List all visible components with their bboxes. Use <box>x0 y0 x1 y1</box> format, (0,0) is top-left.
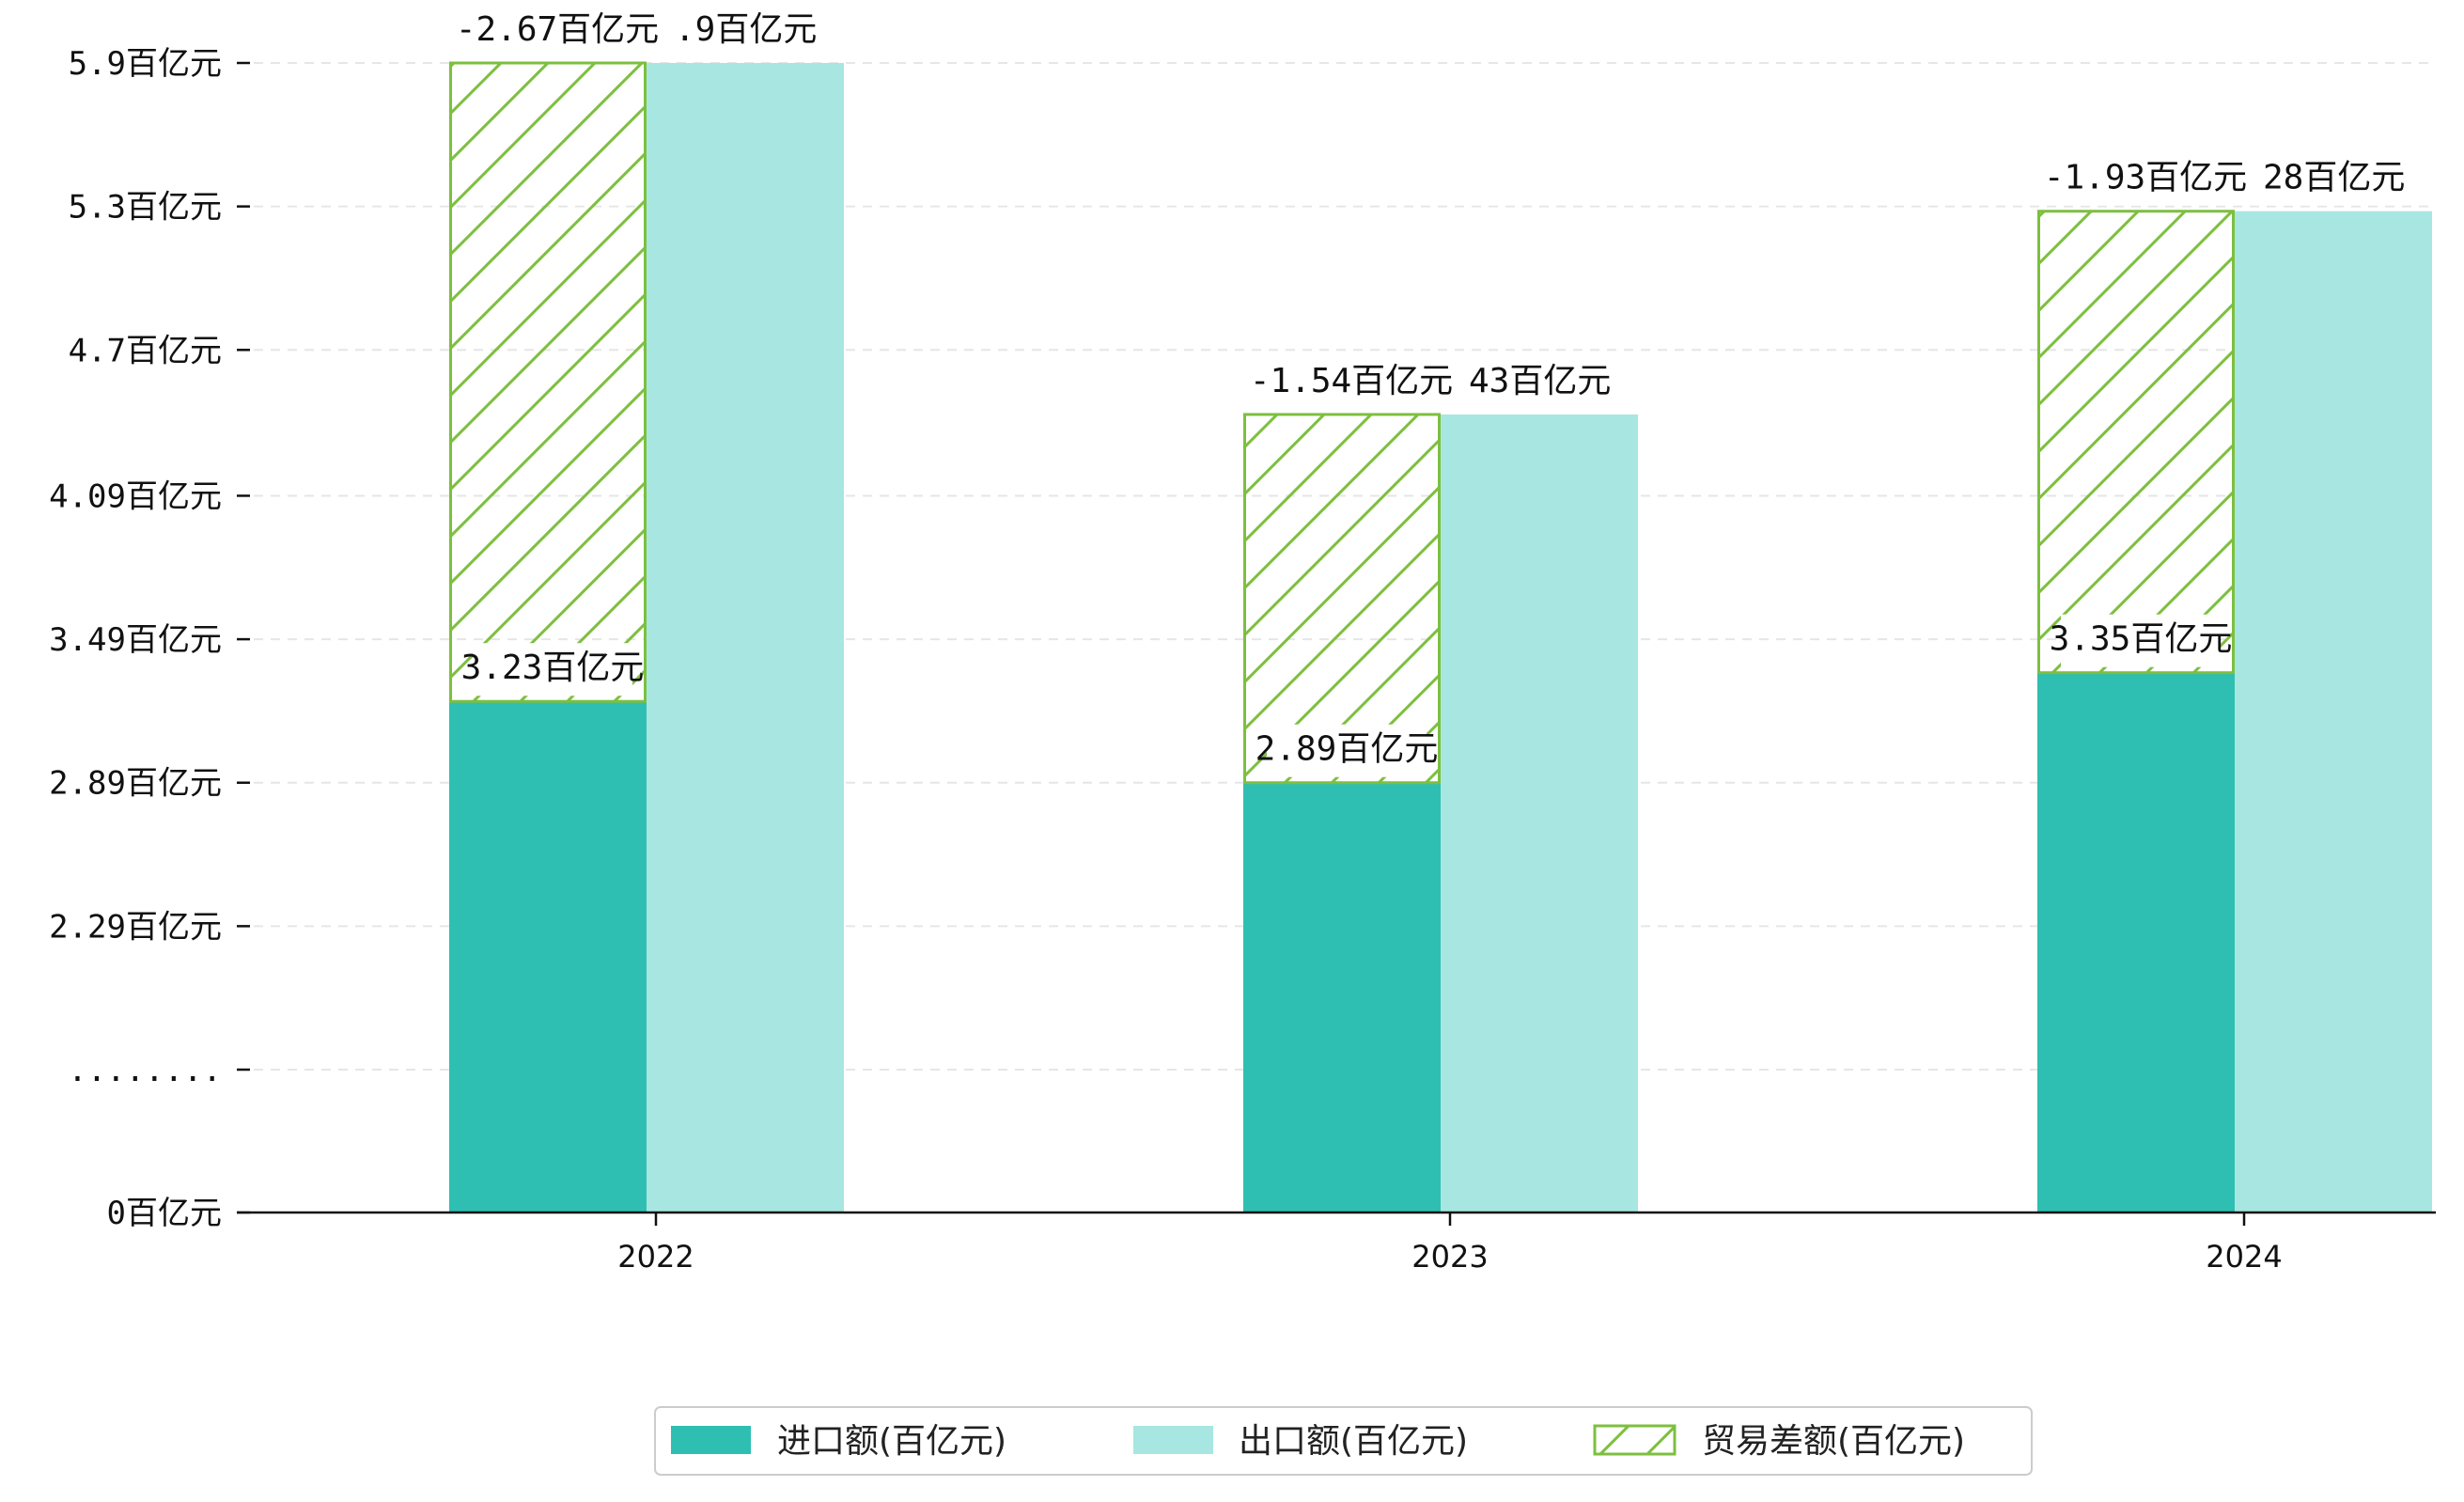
y-tick-label: 3.49百亿元 <box>49 621 222 659</box>
x-axis: 2022 2023 2024 <box>617 1213 2283 1275</box>
export-bar <box>647 63 844 1213</box>
export-value-label-group: 43百亿元 <box>1461 355 1611 409</box>
y-axis: 0百亿元........ 2.29百亿元 2.89百亿元 3.49百亿元 4.09百亿元… <box>49 45 250 1232</box>
export-value-label-background <box>1461 355 1580 409</box>
y-tick-label: ........ <box>68 1052 222 1089</box>
bars <box>449 61 2432 1213</box>
balance-bar <box>449 61 647 703</box>
export-value-label-group: .9百亿元 <box>667 5 817 57</box>
balance-bar <box>2037 210 2235 675</box>
export-value-label-background <box>667 5 786 57</box>
import-bar <box>1243 782 1441 1213</box>
legend-swatch-balance <box>1593 1424 1676 1456</box>
balance-value-label: -2.67百亿元 <box>456 10 659 49</box>
balance-value-label-group: -2.67百亿元 <box>456 5 659 57</box>
import-bar <box>2037 672 2235 1213</box>
import-value-label-background <box>2061 614 2221 667</box>
export-value-label-background <box>2255 152 2374 206</box>
export-value-label: .9百亿元 <box>675 10 817 49</box>
import-value-label: 2.89百亿元 <box>1255 730 1439 769</box>
balance-value-label-background <box>1261 355 1442 409</box>
legend: 进口额(百亿元) 出口额(百亿元) 贸易差额(百亿元) <box>654 1406 2033 1476</box>
import-value-label-group: 2.89百亿元 <box>1255 724 1439 777</box>
data-labels: 3.23百亿元 -2.67百亿元 .9百亿元 2.89百亿元 -1.54百亿元 43百亿元… <box>456 5 2405 777</box>
import-value-label: 3.23百亿元 <box>461 649 645 687</box>
export-value-label: 43百亿元 <box>1469 362 1611 400</box>
y-tick-label: 5.9百亿元 <box>69 45 222 83</box>
y-tick-label: 0百亿元 <box>107 1195 222 1232</box>
balance-value-label-group: -1.54百亿元 <box>1250 355 1453 409</box>
legend-swatch-export <box>1133 1426 1213 1454</box>
y-tick-label: 2.29百亿元 <box>49 908 222 946</box>
export-bar <box>1441 414 1638 1213</box>
import-value-label-background <box>1267 724 1427 777</box>
import-bar <box>449 701 647 1213</box>
export-bar <box>2235 211 2432 1213</box>
balance-bar <box>1243 413 1441 785</box>
y-tick-label: 5.3百亿元 <box>69 189 222 227</box>
balance-value-label: -1.93百亿元 <box>2044 159 2247 197</box>
legend-label-balance: 贸易差额(百亿元) <box>1702 1422 1965 1461</box>
export-value-label-group: 28百亿元 <box>2255 152 2405 206</box>
legend-frame <box>654 1406 2033 1476</box>
balance-value-label: -1.54百亿元 <box>1250 362 1453 400</box>
legend-label-import: 进口额(百亿元) <box>777 1422 1006 1461</box>
legend-swatch-import <box>671 1426 751 1454</box>
y-tick-label: 4.7百亿元 <box>69 332 222 369</box>
balance-value-label-background <box>467 5 647 57</box>
x-tick-label: 2024 <box>2206 1239 2282 1275</box>
balance-value-label-background <box>2055 152 2236 206</box>
y-tick-label: 2.89百亿元 <box>49 765 222 803</box>
import-value-label-group: 3.35百亿元 <box>2050 614 2233 667</box>
x-tick-label: 2023 <box>1411 1239 1488 1275</box>
export-value-label: 28百亿元 <box>2263 159 2405 197</box>
x-tick-label: 2022 <box>617 1239 694 1275</box>
import-value-label-group: 3.23百亿元 <box>461 643 645 696</box>
legend-label-export: 出口额(百亿元) <box>1239 1422 1468 1461</box>
balance-value-label-group: -1.93百亿元 <box>2044 152 2247 206</box>
y-tick-label: 4.09百亿元 <box>49 477 222 515</box>
import-value-label-background <box>473 643 632 696</box>
import-value-label: 3.35百亿元 <box>2050 620 2233 659</box>
